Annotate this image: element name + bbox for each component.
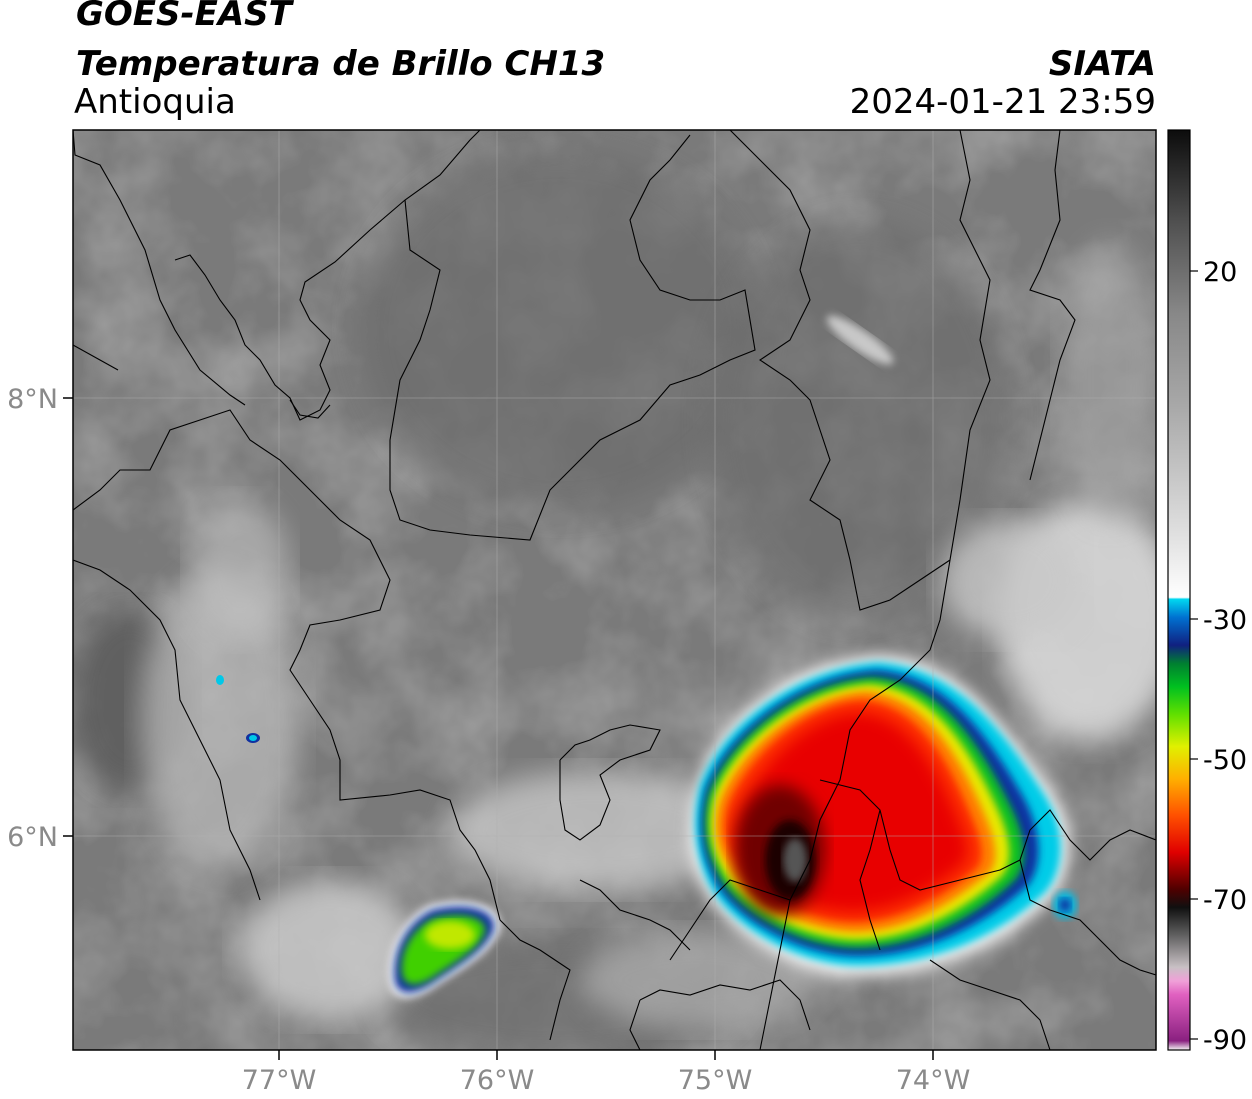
lon-tick-75w: 75°W [678, 1065, 753, 1096]
storm-cell-southwest [389, 901, 501, 998]
axis-ticks [63, 397, 934, 1060]
lat-tick-6n: 6°N [7, 822, 58, 853]
lon-tick-74w: 74°W [896, 1065, 971, 1096]
organization-label: SIATA [1048, 44, 1156, 84]
boundaries [73, 130, 1156, 1050]
colorbar-label-m70: -70 [1203, 885, 1247, 916]
lon-tick-77w: 77°W [242, 1065, 317, 1096]
lat-tick-8n: 8°N [7, 384, 58, 415]
colorbar-label-20: 20 [1203, 257, 1237, 288]
storm-cell-east [690, 655, 1077, 976]
lon-tick-76w: 76°W [460, 1065, 535, 1096]
colorbar-label-m90: -90 [1203, 1025, 1247, 1056]
map-frame [72, 129, 1157, 1051]
graticule [73, 130, 1156, 1050]
satellite-image [73, 130, 1156, 1050]
timestamp-label: 2024-01-21 23:59 [849, 82, 1156, 122]
colorbar: 20 -30 -50 -70 -90 [1167, 129, 1247, 1056]
satellite-title: GOES-EAST [76, 0, 292, 34]
product-title: Temperatura de Brillo CH13 [76, 44, 606, 84]
colorbar-ticks [1190, 270, 1198, 1040]
colorbar-label-m30: -30 [1203, 605, 1247, 636]
colorbar-label-m50: -50 [1203, 745, 1247, 776]
region-subtitle: Antioquia [74, 82, 236, 122]
